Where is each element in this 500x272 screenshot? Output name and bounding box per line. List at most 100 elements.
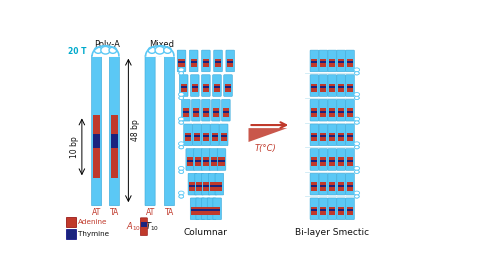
- FancyBboxPatch shape: [346, 124, 354, 146]
- FancyBboxPatch shape: [164, 55, 174, 206]
- Bar: [320, 59, 326, 67]
- FancyBboxPatch shape: [188, 173, 196, 195]
- Ellipse shape: [179, 121, 184, 124]
- Bar: [183, 108, 189, 117]
- FancyBboxPatch shape: [222, 99, 230, 121]
- FancyBboxPatch shape: [140, 218, 147, 236]
- Bar: [203, 84, 209, 92]
- FancyBboxPatch shape: [310, 149, 318, 170]
- Bar: [338, 182, 344, 191]
- Bar: [347, 111, 353, 113]
- Ellipse shape: [179, 72, 184, 75]
- Bar: [203, 160, 209, 162]
- FancyBboxPatch shape: [319, 149, 328, 170]
- Bar: [312, 59, 318, 67]
- Ellipse shape: [354, 92, 360, 96]
- Ellipse shape: [179, 170, 184, 174]
- Bar: [338, 133, 344, 141]
- Bar: [178, 59, 184, 67]
- Polygon shape: [248, 128, 287, 142]
- Bar: [190, 182, 196, 191]
- FancyBboxPatch shape: [207, 198, 216, 220]
- Bar: [197, 209, 203, 211]
- Bar: [180, 84, 187, 92]
- Bar: [110, 134, 118, 148]
- FancyBboxPatch shape: [202, 173, 210, 195]
- Text: 20 T: 20 T: [68, 47, 86, 55]
- Ellipse shape: [179, 146, 184, 149]
- Bar: [320, 108, 326, 117]
- FancyBboxPatch shape: [202, 149, 210, 170]
- Bar: [203, 108, 209, 117]
- Bar: [329, 61, 336, 63]
- Bar: [338, 84, 344, 92]
- Bar: [66, 217, 76, 227]
- Text: T(°C): T(°C): [255, 144, 277, 153]
- Bar: [312, 207, 318, 215]
- Ellipse shape: [179, 146, 184, 149]
- Bar: [218, 157, 224, 166]
- FancyBboxPatch shape: [310, 99, 318, 121]
- FancyBboxPatch shape: [310, 50, 318, 72]
- Ellipse shape: [179, 96, 184, 100]
- FancyBboxPatch shape: [217, 149, 226, 170]
- Bar: [216, 185, 222, 187]
- Bar: [347, 207, 353, 215]
- Ellipse shape: [179, 121, 184, 124]
- Bar: [347, 160, 353, 162]
- FancyBboxPatch shape: [337, 50, 345, 72]
- FancyBboxPatch shape: [202, 99, 210, 121]
- FancyBboxPatch shape: [145, 55, 155, 206]
- Bar: [196, 182, 202, 191]
- Bar: [338, 108, 344, 117]
- Text: Adenine: Adenine: [78, 220, 108, 225]
- Bar: [220, 135, 227, 137]
- Ellipse shape: [148, 47, 156, 53]
- Text: $T_{10}$: $T_{10}$: [146, 220, 160, 233]
- Bar: [312, 133, 318, 141]
- Bar: [195, 157, 201, 166]
- Bar: [347, 209, 353, 211]
- FancyBboxPatch shape: [215, 173, 224, 195]
- FancyBboxPatch shape: [213, 198, 222, 220]
- Bar: [210, 160, 217, 162]
- Bar: [312, 84, 318, 92]
- FancyBboxPatch shape: [184, 124, 192, 146]
- Bar: [213, 111, 219, 113]
- Bar: [93, 134, 100, 148]
- Bar: [194, 133, 200, 141]
- FancyBboxPatch shape: [214, 50, 222, 72]
- Bar: [329, 86, 336, 88]
- Bar: [347, 59, 353, 67]
- Bar: [185, 135, 191, 137]
- Bar: [215, 59, 221, 67]
- FancyBboxPatch shape: [110, 55, 120, 206]
- Ellipse shape: [354, 170, 359, 174]
- FancyBboxPatch shape: [92, 55, 102, 206]
- Bar: [312, 209, 318, 211]
- FancyBboxPatch shape: [190, 50, 198, 72]
- Ellipse shape: [354, 146, 359, 149]
- Bar: [183, 111, 189, 113]
- Bar: [187, 157, 194, 166]
- Ellipse shape: [178, 92, 184, 96]
- Bar: [320, 182, 326, 191]
- Bar: [210, 157, 217, 166]
- Bar: [192, 86, 198, 88]
- Bar: [203, 209, 209, 211]
- Bar: [212, 133, 218, 141]
- Bar: [338, 61, 344, 63]
- FancyBboxPatch shape: [319, 173, 328, 195]
- Bar: [329, 185, 336, 187]
- FancyBboxPatch shape: [224, 75, 232, 96]
- Ellipse shape: [164, 47, 172, 53]
- Bar: [203, 135, 209, 137]
- Bar: [66, 229, 76, 239]
- Ellipse shape: [354, 68, 360, 72]
- FancyBboxPatch shape: [202, 50, 210, 72]
- Text: TA: TA: [110, 208, 119, 217]
- FancyBboxPatch shape: [310, 173, 318, 195]
- Bar: [193, 111, 199, 113]
- Bar: [210, 185, 216, 187]
- Ellipse shape: [354, 191, 360, 195]
